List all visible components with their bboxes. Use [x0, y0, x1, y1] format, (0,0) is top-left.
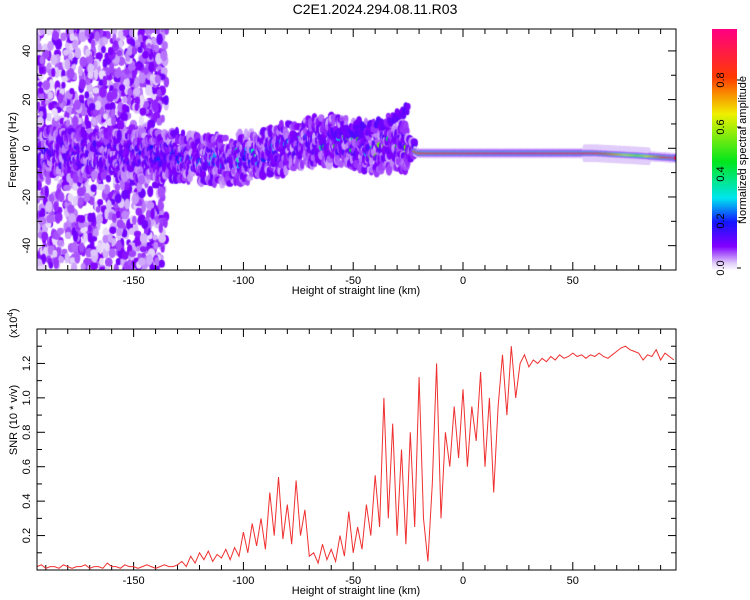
colorbar-tick-label: 0.0 [715, 260, 727, 275]
bottom-y-axis-label: SNR (10 * v/v) [8, 385, 20, 455]
top-axis-ticks: -150 -100 -50 0 50 -40 -20 0 20 40 0.0 0.2 0.4 0.6 0.8 [21, 29, 741, 287]
colorbar-tick-label: 0.2 [715, 213, 727, 228]
spectrogram-heatmap [37, 29, 676, 270]
colorbar-tick-label: 0.6 [715, 119, 727, 134]
x-tick-label: -100 [232, 575, 254, 587]
top-x-axis-label: Height of straight line (km) [292, 285, 420, 297]
top-plot-frame [36, 28, 677, 271]
x-tick-label: -150 [123, 275, 145, 287]
y-tick-label: 0.2 [21, 528, 33, 543]
y-tick-label: 1.2 [21, 356, 33, 371]
y-tick-label: 0.8 [21, 425, 33, 440]
bottom-plot-frame [36, 328, 677, 571]
y-multiplier-label: (x104) [6, 308, 20, 338]
chart-title: C2E1.2024.294.08.11.R03 [292, 1, 458, 17]
top-y-axis-label: Frequency (Hz) [7, 112, 19, 188]
x-tick-label: -100 [232, 275, 254, 287]
bottom-x-axis-label: Height of straight line (km) [292, 585, 420, 597]
x-tick-label: -50 [345, 275, 361, 287]
colorbar-label: Normalized spectral amplitude [737, 76, 749, 224]
y-tick-label: 0.4 [21, 493, 33, 508]
x-tick-label: -50 [345, 575, 361, 587]
y-tick-label: 20 [21, 93, 33, 105]
colorbar-tick-label: 0.8 [715, 72, 727, 87]
snr-series-line [36, 345, 675, 569]
x-tick-label: -150 [123, 575, 145, 587]
colorbar [712, 29, 737, 270]
colorbar-tick-label: 0.4 [715, 166, 727, 181]
x-tick-label: 50 [567, 575, 579, 587]
y-tick-label: 40 [21, 45, 33, 57]
bottom-axis-ticks: -150 -100 -50 0 50 0.2 0.4 0.6 0.8 1.0 1.2 [21, 329, 676, 587]
y-tick-label: -40 [21, 238, 33, 254]
y-tick-label: -20 [21, 189, 33, 205]
x-tick-label: 50 [567, 275, 579, 287]
x-tick-label: 0 [460, 275, 466, 287]
y-tick-label: 0.6 [21, 459, 33, 474]
y-tick-label: 0 [21, 145, 33, 151]
y-tick-label: 1.0 [21, 390, 33, 405]
x-tick-label: 0 [460, 575, 466, 587]
